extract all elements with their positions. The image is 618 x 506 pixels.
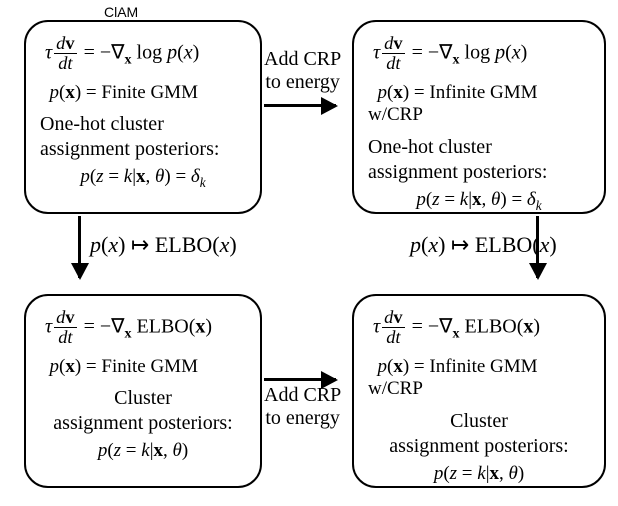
model-line: p(x) = Finite GMM bbox=[40, 356, 246, 379]
posterior-eq: p(z = k|x, θ) = δk bbox=[40, 166, 246, 191]
arrow-bottom bbox=[264, 378, 336, 381]
posterior-eq: p(z = k|x, θ) = δk bbox=[368, 189, 590, 214]
ode-equation: τdvdt = −∇x ELBO(x) bbox=[368, 308, 590, 348]
ode-equation: τdvdt = −∇x log p(x) bbox=[40, 34, 246, 74]
model-line: p(x) = Infinite GMM w/CRP bbox=[368, 356, 590, 402]
edge-label-left: p(x) ↦ ELBO(x) bbox=[90, 232, 237, 257]
model-line: p(x) = Infinite GMM w/CRP bbox=[368, 82, 590, 128]
ode-equation: τdvdt = −∇x ELBO(x) bbox=[40, 308, 246, 348]
box-top-right: τdvdt = −∇x log p(x) p(x) = Infinite GMM… bbox=[352, 20, 606, 214]
box-bottom-left: τdvdt = −∇x ELBO(x) p(x) = Finite GMM Clu… bbox=[24, 294, 262, 488]
desc-lines: Clusterassignment posteriors: bbox=[40, 386, 246, 436]
edge-label-top: Add CRP to energy bbox=[264, 48, 341, 94]
posterior-eq: p(z = k|x, θ) bbox=[368, 463, 590, 485]
ode-equation: τdvdt = −∇x log p(x) bbox=[368, 34, 590, 74]
arrow-top bbox=[264, 104, 336, 107]
ciam-label: ClAM bbox=[104, 4, 138, 20]
edge-label-right: p(x) ↦ ELBO(x) bbox=[410, 232, 557, 257]
box-top-left: τdvdt = −∇x log p(x) p(x) = Finite GMM On… bbox=[24, 20, 262, 214]
edge-label-bottom: Add CRP to energy bbox=[264, 384, 341, 430]
desc-lines: Clusterassignment posteriors: bbox=[368, 409, 590, 459]
box-bottom-right: τdvdt = −∇x ELBO(x) p(x) = Infinite GMM … bbox=[352, 294, 606, 488]
model-line: p(x) = Finite GMM bbox=[40, 82, 246, 105]
desc-lines: One-hot clusterassignment posteriors: bbox=[40, 112, 246, 162]
desc-lines: One-hot clusterassignment posteriors: bbox=[368, 135, 590, 185]
arrow-left bbox=[78, 216, 81, 278]
posterior-eq: p(z = k|x, θ) bbox=[40, 440, 246, 462]
